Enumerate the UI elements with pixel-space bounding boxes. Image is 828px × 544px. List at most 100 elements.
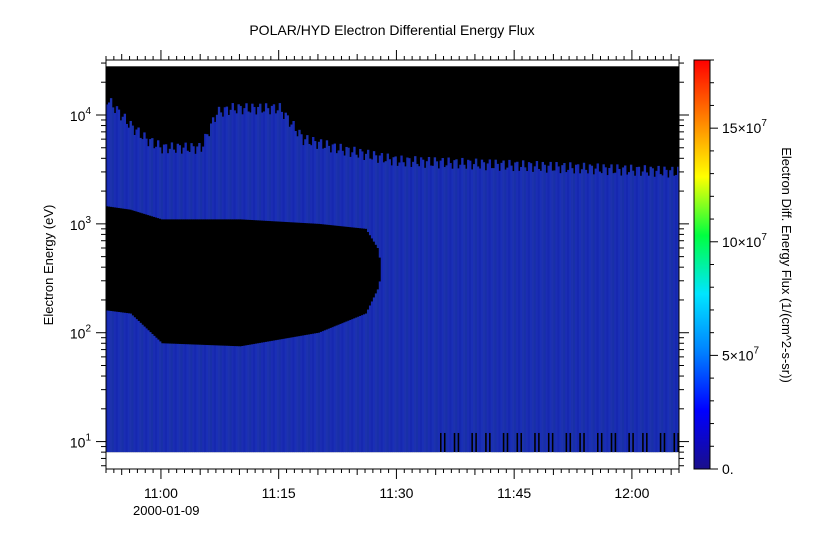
flux-column (543, 164, 546, 453)
flux-column-lower (288, 337, 291, 453)
flux-column-upper (300, 134, 303, 223)
flux-column-lower (145, 328, 148, 453)
flux-column-lower (196, 344, 199, 453)
flux-column-upper (137, 127, 140, 213)
flux-column-upper (204, 133, 207, 220)
flux-column (416, 163, 419, 453)
flux-column (470, 169, 474, 433)
flux-column-upper (147, 146, 150, 216)
flux-column-upper (245, 103, 248, 220)
flux-column-lower (176, 343, 180, 453)
flux-column-upper (158, 147, 162, 219)
flux-column-upper (312, 136, 315, 224)
flux-column-upper (172, 149, 176, 220)
flux-column-upper (162, 144, 166, 220)
flux-column (427, 156, 431, 453)
flux-column (437, 168, 440, 453)
flux-column-lower (257, 343, 260, 453)
flux-column (614, 172, 617, 433)
flux-column-lower (276, 339, 280, 453)
flux-column-lower (184, 344, 187, 453)
flux-column (482, 162, 486, 453)
flux-column-upper (241, 114, 244, 220)
flux-column-lower (192, 344, 195, 453)
flux-column-lower (341, 323, 344, 453)
flux-column (441, 158, 444, 453)
flux-column-upper (359, 148, 362, 229)
flux-column (520, 166, 523, 433)
flux-column (490, 168, 493, 453)
flux-column (569, 162, 572, 433)
flux-column (641, 171, 645, 433)
flux-column-upper (143, 132, 146, 214)
flux-column-lower (208, 345, 211, 453)
flux-column (392, 157, 395, 453)
flux-column-upper (133, 134, 136, 211)
flux-column-lower (251, 344, 254, 453)
flux-column (604, 167, 607, 453)
flux-column (669, 170, 672, 453)
flux-column-lower (259, 342, 262, 453)
flux-column (561, 165, 564, 453)
flux-column-lower (241, 345, 244, 453)
flux-column (500, 162, 503, 453)
flux-column-upper (160, 153, 164, 220)
flux-column-lower (349, 319, 352, 453)
flux-column-upper (262, 111, 266, 221)
flux-column (596, 163, 599, 433)
colorbar: 0. 5×107 10×107 15×107 Electron Diff. Energ… (693, 59, 794, 477)
flux-column-lower (363, 314, 366, 453)
flux-column-lower (333, 326, 336, 453)
flux-column (467, 159, 470, 453)
flux-column (602, 164, 605, 453)
flux-column-upper (331, 144, 335, 226)
flux-column-lower (121, 312, 125, 453)
flux-column (588, 164, 592, 453)
flux-column (563, 163, 566, 453)
flux-column (665, 169, 668, 453)
flux-column-lower (107, 310, 111, 453)
flux-column-upper (119, 120, 123, 209)
flux-column-lower (170, 343, 174, 453)
flux-column-upper (215, 114, 219, 220)
flux-column (408, 158, 411, 453)
flux-column-upper (239, 105, 242, 220)
flux-column (419, 157, 423, 453)
flux-column-upper (353, 146, 356, 228)
flux-column (525, 171, 529, 453)
flux-column (537, 169, 541, 433)
flux-column-upper (131, 125, 134, 211)
flux-column-lower (378, 281, 382, 453)
flux-column-lower (372, 297, 376, 453)
flux-column-lower (300, 335, 303, 453)
colorbar-ramp (693, 59, 711, 470)
flux-column (425, 161, 429, 453)
flux-column-lower (200, 344, 203, 453)
flux-column (402, 162, 405, 453)
flux-column-lower (278, 339, 282, 453)
flux-column (631, 170, 635, 433)
flux-column (637, 166, 641, 453)
flux-column (606, 175, 609, 453)
flux-column-lower (135, 319, 138, 453)
flux-column-lower (166, 343, 170, 453)
flux-column-upper (217, 106, 221, 220)
flux-column-lower (319, 331, 323, 453)
flux-column-upper (349, 156, 352, 228)
flux-column (382, 162, 386, 453)
flux-column-upper (337, 150, 340, 226)
flux-column-lower (133, 317, 136, 453)
flux-column (518, 170, 521, 453)
flux-column-lower (204, 344, 207, 453)
flux-column-lower (345, 321, 348, 453)
flux-column-upper (206, 134, 209, 220)
flux-column (418, 166, 421, 453)
flux-column-upper (196, 146, 199, 220)
flux-column-lower (111, 311, 115, 453)
flux-column-upper (368, 158, 372, 236)
chart-title: POLAR/HYD Electron Differential Energy F… (249, 22, 534, 38)
y-tick-label: 101 (70, 433, 92, 451)
flux-column-lower (282, 338, 285, 453)
flux-column-lower (119, 312, 123, 453)
flux-column-lower (376, 289, 380, 453)
